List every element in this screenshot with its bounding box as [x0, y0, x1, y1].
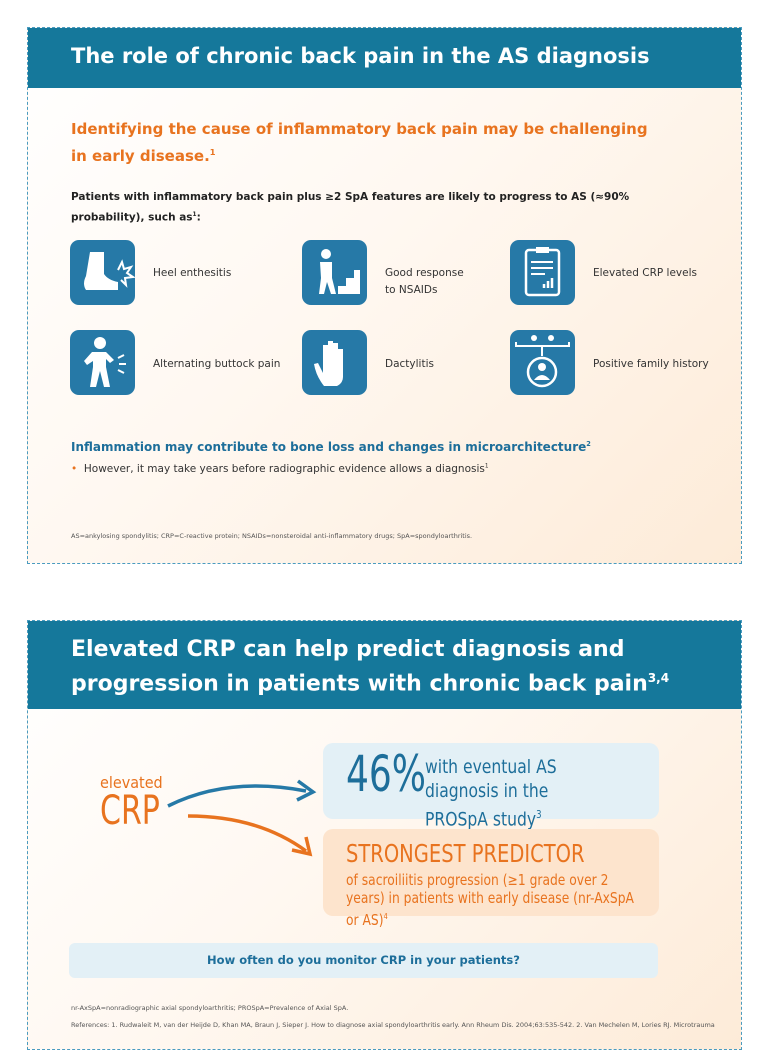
page: { "panel1": { "title": "The role of chro… — [27, 27, 742, 1050]
icon-heel — [70, 240, 135, 305]
ref: 4 — [383, 911, 388, 921]
arrows — [167, 779, 317, 857]
heading: Inflammation may contribute to bone loss… — [71, 440, 691, 454]
feature: Good response to NSAIDs — [385, 267, 464, 296]
predictor-text-body: of sacroiliitis progression (≥1 grade ov… — [346, 871, 634, 929]
ref: 2 — [586, 440, 591, 448]
panel-title-text: Elevated CRP can help predict diagnosis … — [71, 637, 648, 697]
feature: Heel enthesitis — [153, 267, 232, 279]
ref: 1 — [484, 463, 489, 470]
feature: Dactylitis — [385, 358, 434, 370]
ref: 1 — [192, 212, 197, 218]
references: References: 1. Rudwaleit M, van der Heij… — [71, 1021, 715, 1029]
heading-text: Inflammation may contribute to bone loss… — [71, 440, 587, 454]
stat-text-body: with eventual AS diagnosis in the PROSpA… — [425, 756, 557, 831]
footnote: nr-AxSpA=nonradiographic axial spondyloa… — [71, 1004, 349, 1012]
feature: Elevated CRP levels — [593, 267, 697, 279]
intro-end: : — [196, 211, 201, 224]
ref: 3,4 — [647, 671, 670, 685]
feature: Positive family history — [593, 358, 709, 370]
icon-nsaid — [302, 240, 367, 305]
feature: Alternating buttock pain — [153, 358, 281, 370]
predictor: STRONGEST PREDICTOR — [346, 839, 585, 868]
panel-title: The role of chronic back pain in the AS … — [28, 28, 741, 88]
subtitle-text: Identifying the cause of inflammatory ba… — [71, 120, 648, 165]
icon-buttock — [70, 330, 135, 395]
bullet-dot: • — [71, 463, 84, 475]
icon-dactylitis — [302, 330, 367, 395]
footnote: AS=ankylosing spondylitis; CRP=C-reactiv… — [71, 532, 473, 540]
bullet: • However, it may take years before radi… — [71, 463, 691, 475]
predictor-box — [323, 829, 659, 916]
subtitle: Identifying the cause of inflammatory ba… — [71, 118, 661, 168]
intro-text: Patients with inflammatory back pain plu… — [71, 191, 630, 224]
question: How often do you monitor CRP in your pat… — [69, 943, 658, 978]
crp-large: CRP — [100, 788, 160, 834]
panel-title: Elevated CRP can help predict diagnosis … — [28, 621, 741, 709]
panel: The role of chronic back pain in the AS … — [27, 27, 742, 564]
crp-small: elevated — [100, 773, 163, 792]
stat-box — [323, 743, 659, 819]
icon-crp — [510, 240, 575, 305]
icon-family — [510, 330, 575, 395]
intro: Patients with inflammatory back pain plu… — [71, 188, 671, 227]
stat-text: with eventual AS diagnosis in the PROSpA… — [425, 755, 605, 831]
ref: 3 — [536, 809, 542, 821]
stat: 46% — [346, 745, 427, 803]
bullet-text: However, it may take years before radiog… — [83, 463, 485, 475]
panel: Elevated CRP can help predict diagnosis … — [27, 620, 742, 1050]
ref: 1 — [209, 147, 216, 157]
predictor-text: of sacroiliitis progression (≥1 grade ov… — [346, 871, 641, 929]
